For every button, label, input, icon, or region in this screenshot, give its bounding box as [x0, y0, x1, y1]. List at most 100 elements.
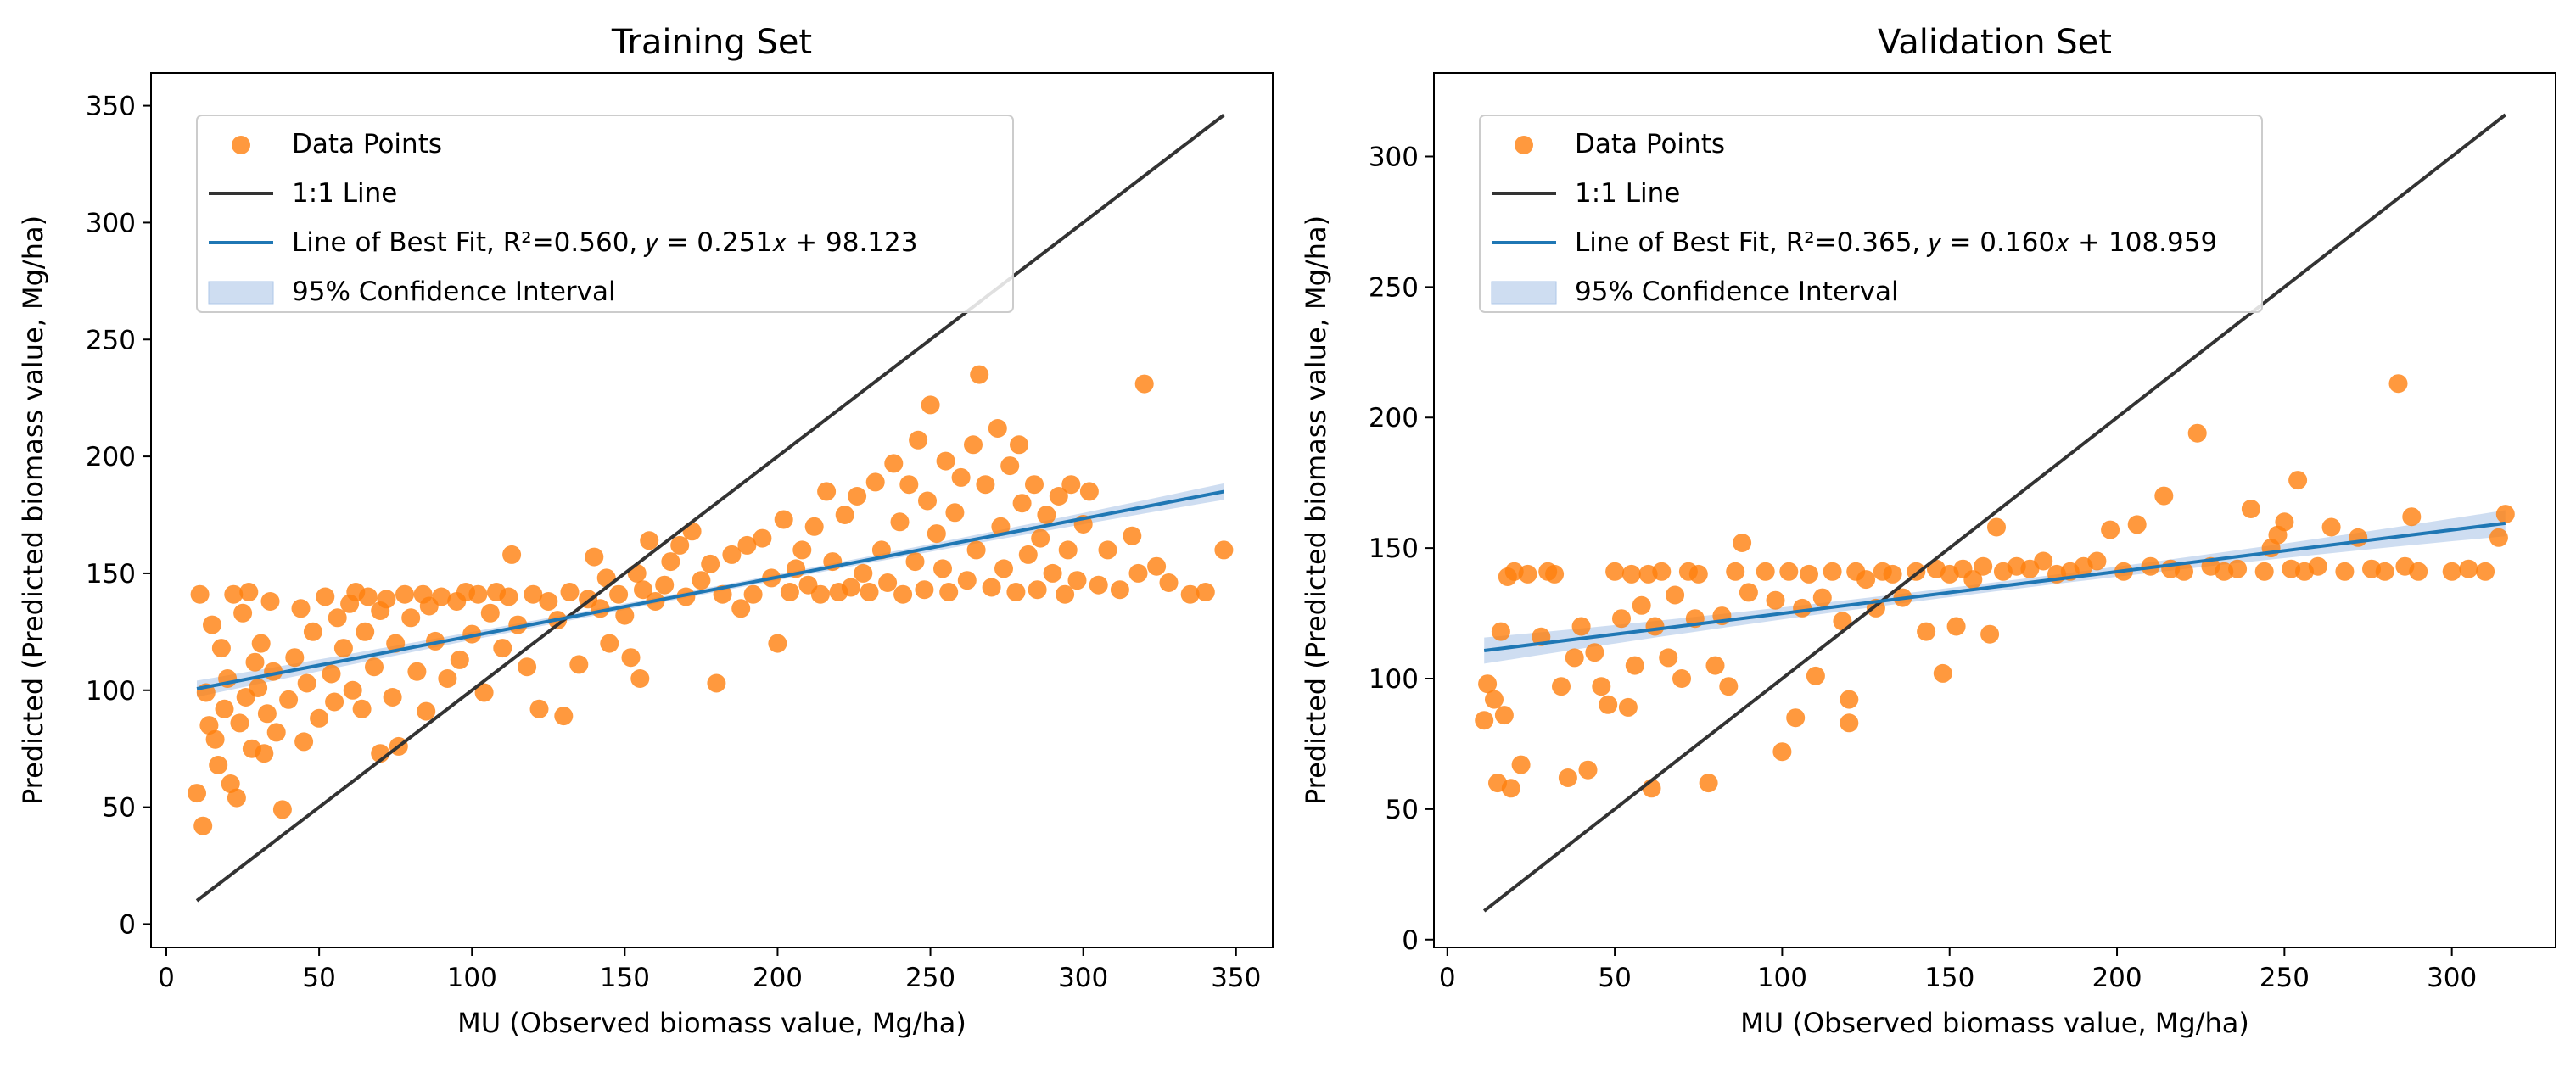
data-point [316, 587, 335, 606]
data-point [2127, 515, 2147, 534]
data-point [554, 707, 574, 726]
data-point [1558, 768, 1577, 787]
data-point [737, 535, 757, 555]
legend-ci-marker [1491, 281, 1557, 305]
plot-area [188, 114, 1234, 903]
data-point [865, 472, 885, 492]
y-tick-label: 300 [86, 208, 136, 238]
data-point [707, 673, 726, 693]
data-point [585, 547, 604, 567]
data-point [835, 506, 854, 524]
x-tick-label: 250 [905, 963, 955, 993]
data-point [2187, 423, 2207, 443]
data-point [1618, 697, 1638, 717]
data-point [518, 657, 537, 677]
data-point [1006, 583, 1026, 601]
y-axis-label: Predicted (Predicted biomass value, Mg/h… [17, 215, 49, 805]
data-point [1511, 755, 1531, 774]
data-point [1000, 456, 1020, 476]
data-point [661, 552, 680, 572]
data-point [2375, 562, 2394, 581]
data-point [878, 573, 898, 592]
legend-points-marker [1515, 136, 1533, 154]
x-tick-label: 200 [2092, 963, 2142, 993]
data-point [1089, 575, 1108, 595]
data-point [976, 475, 995, 495]
data-point [927, 524, 946, 544]
data-point [1578, 760, 1598, 780]
data-point [804, 517, 824, 536]
data-point [260, 592, 280, 611]
data-point [502, 545, 522, 564]
data-point [1946, 617, 1966, 636]
data-point [1196, 583, 1215, 601]
data-point [2154, 486, 2174, 506]
data-point [615, 606, 635, 625]
y-tick-label: 100 [1369, 664, 1419, 695]
data-point [1058, 540, 1078, 560]
data-point [272, 800, 292, 819]
data-point [743, 584, 763, 604]
plot-frame [150, 72, 1274, 948]
data-point [1043, 563, 1062, 583]
data-point [774, 510, 793, 529]
data-point [893, 584, 913, 604]
data-point [1739, 583, 1758, 602]
data-point [1061, 475, 1081, 495]
data-point [1098, 540, 1117, 560]
data-point [233, 603, 253, 623]
data-point [2228, 559, 2248, 578]
data-point [245, 652, 265, 672]
data-point [670, 535, 690, 555]
data-point [2034, 551, 2053, 571]
x-tick-label: 350 [1211, 963, 1261, 993]
y-tick-label: 100 [86, 676, 136, 707]
x-tick-label: 50 [302, 963, 335, 993]
data-point [249, 679, 268, 697]
data-point [1733, 534, 1752, 552]
data-point [401, 608, 421, 628]
data-point [1571, 617, 1591, 636]
data-point [1123, 526, 1142, 545]
data-point [1793, 598, 1812, 618]
data-point [860, 583, 879, 601]
data-point [493, 639, 512, 658]
data-point [193, 816, 213, 835]
data-point [994, 559, 1013, 578]
data-point [964, 435, 983, 455]
data-point [1974, 556, 1993, 576]
data-point [1883, 564, 1902, 584]
y-tick-label: 50 [103, 793, 136, 824]
data-point [991, 517, 1011, 536]
data-point [462, 624, 482, 644]
data-point [1659, 648, 1678, 668]
data-point [1933, 663, 1952, 683]
data-point [539, 592, 558, 611]
data-point [1049, 487, 1068, 506]
data-point [1605, 562, 1625, 581]
data-point [1612, 609, 1631, 629]
data-point [1632, 595, 1651, 615]
data-point [945, 503, 965, 523]
data-point [2349, 528, 2368, 547]
data-point [1010, 435, 1028, 455]
data-point [1766, 590, 1785, 610]
data-point [1840, 690, 1859, 709]
data-point [215, 699, 234, 718]
data-point [322, 664, 341, 684]
data-point [291, 599, 311, 618]
data-point [1917, 622, 1936, 641]
data-point [884, 454, 904, 473]
data-point [377, 590, 396, 609]
data-point [1756, 562, 1775, 581]
data-point [1856, 570, 1876, 590]
data-point [266, 723, 286, 742]
identity-line [195, 114, 1225, 903]
data-point [2409, 562, 2428, 581]
data-point [1128, 563, 1148, 583]
data-point [909, 430, 928, 450]
legend-box [196, 115, 1014, 313]
chart-title: Training Set [611, 23, 812, 62]
data-point [1688, 564, 1708, 584]
data-point [768, 634, 787, 653]
